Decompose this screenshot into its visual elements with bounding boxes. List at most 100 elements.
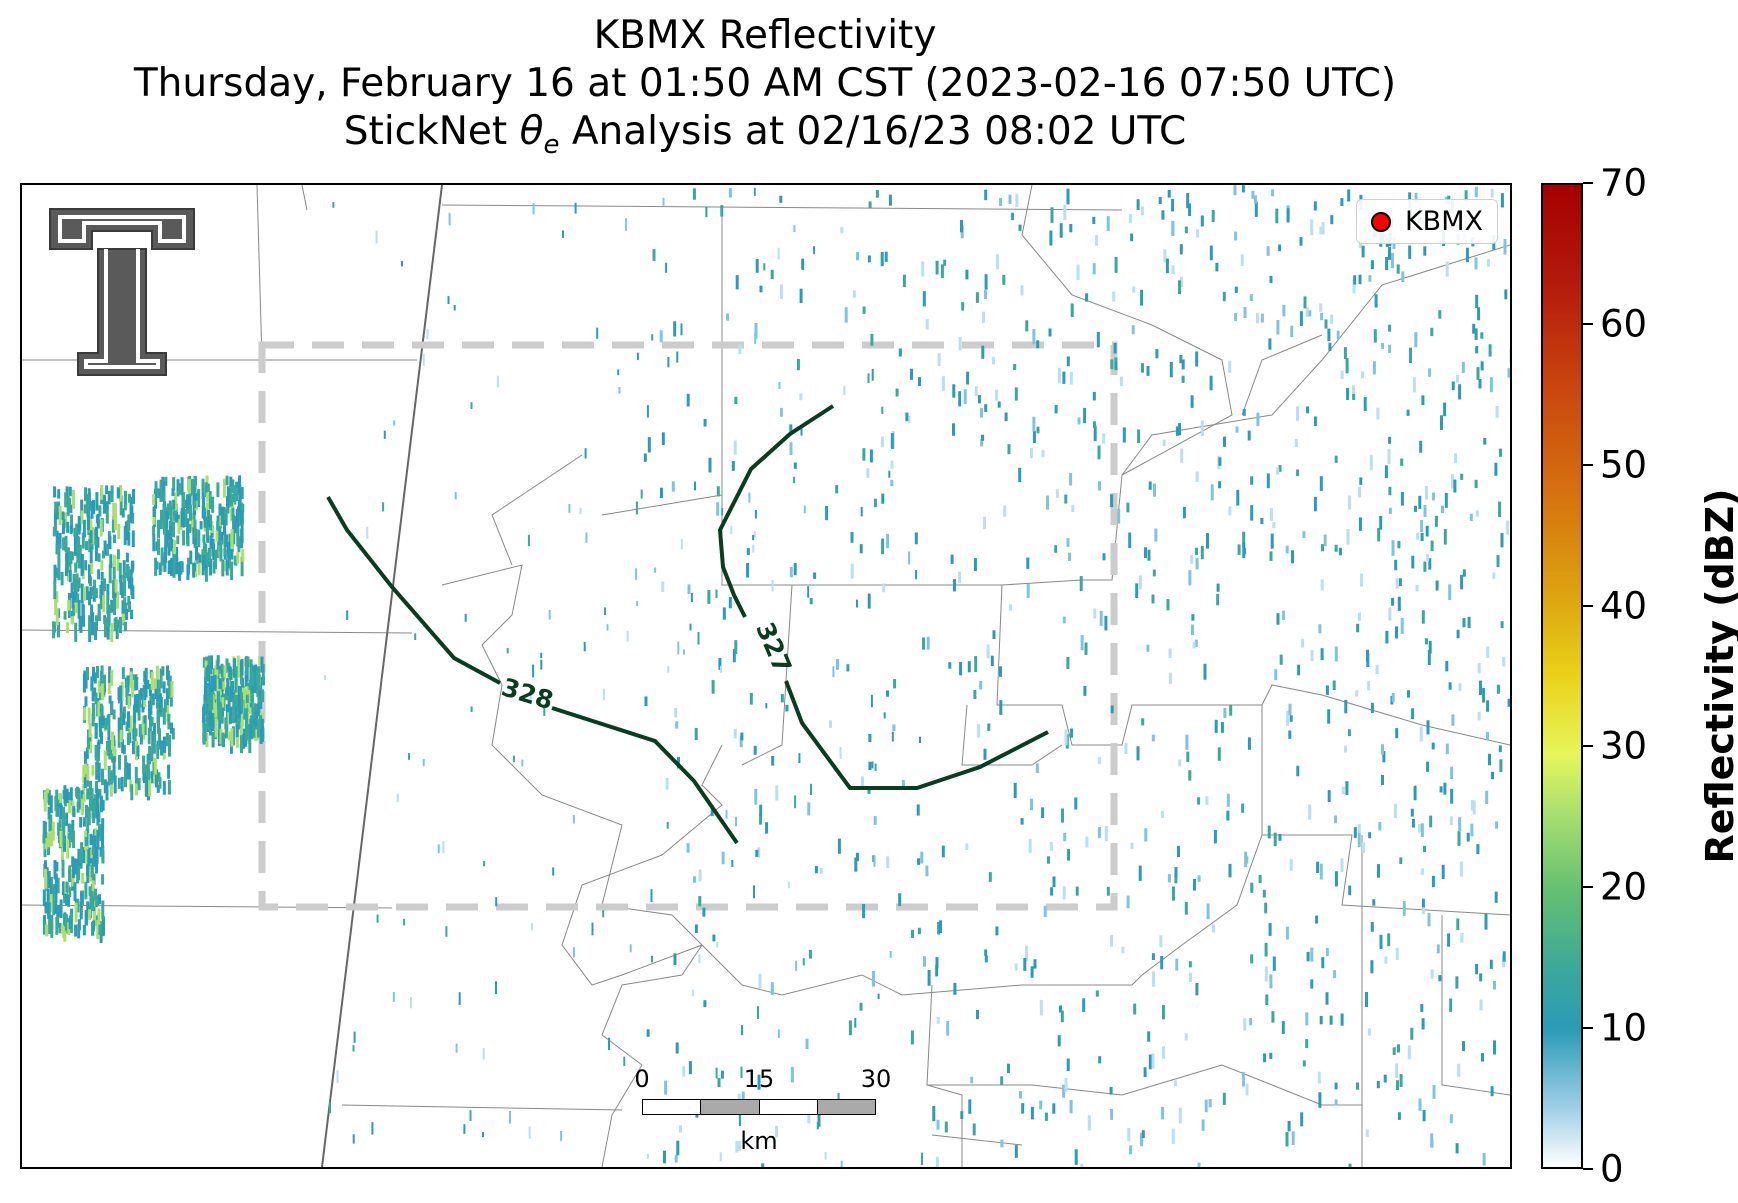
echo-pixel	[722, 607, 726, 620]
echo-pixel	[506, 647, 509, 654]
echo-pixel	[871, 761, 874, 769]
echo-pixel	[1498, 501, 1502, 517]
echo-pixel	[1348, 1163, 1352, 1167]
echo-pixel	[217, 730, 221, 746]
scale-bar: 0 15 30 km	[634, 1065, 891, 1165]
echo-pixel	[54, 905, 58, 914]
echo-pixel	[214, 718, 218, 738]
contour-label-328: 328	[498, 672, 556, 715]
echo-pixel	[1330, 314, 1334, 324]
echo-pixel	[1343, 745, 1347, 753]
echo-pixel	[62, 537, 66, 551]
echo-pixel	[886, 690, 889, 697]
echo-pixel	[671, 481, 675, 492]
echo-pixel	[78, 544, 82, 559]
echo-pixel	[106, 619, 110, 640]
echo-pixel	[676, 351, 679, 363]
echo-pixel	[121, 600, 125, 615]
echo-pixel	[79, 817, 83, 828]
echo-pixel	[156, 744, 160, 759]
echo-pixel	[869, 449, 873, 463]
echo-pixel	[910, 1030, 914, 1045]
echo-pixel	[353, 1031, 356, 1043]
echo-pixel	[646, 405, 649, 418]
echo-pixel	[177, 483, 181, 495]
echo-pixel	[241, 549, 245, 562]
echo-pixel	[90, 563, 94, 574]
echo-pixel	[253, 677, 257, 694]
echo-pixel	[1422, 1110, 1426, 1122]
echo-pixel	[220, 532, 223, 545]
echo-pixel	[1180, 276, 1183, 287]
colorbar	[1541, 183, 1583, 1169]
echo-pixel	[1117, 508, 1121, 524]
radar-map[interactable]: 328 327 KBMX 0 15 30 km	[20, 183, 1512, 1169]
echo-pixel	[53, 580, 57, 600]
echo-pixel	[1291, 550, 1294, 564]
echo-pixel	[1443, 402, 1447, 417]
echo-pixel	[1286, 710, 1290, 726]
echo-pixel	[101, 818, 105, 833]
echo-pixel	[52, 884, 56, 900]
echo-pixel	[676, 1140, 680, 1156]
echo-pixel	[1211, 210, 1215, 223]
echo-pixel	[100, 580, 104, 601]
echo-pixel	[117, 523, 121, 540]
echo-pixel	[1488, 753, 1491, 766]
echo-pixel	[689, 623, 692, 631]
echo-pixel	[158, 562, 162, 576]
echo-pixel	[1391, 597, 1395, 606]
echo-pixel	[738, 1141, 742, 1151]
scale-tick-15: 15	[743, 1065, 775, 1093]
echo-pixel	[1247, 737, 1251, 750]
echo-pixel	[1313, 416, 1317, 427]
echo-pixel	[1188, 770, 1192, 781]
echo-pixel	[674, 1154, 678, 1163]
echo-pixel	[189, 550, 193, 565]
echo-pixel	[1461, 361, 1465, 373]
echo-pixel	[1264, 902, 1268, 914]
echo-pixel	[731, 860, 734, 867]
echo-pixel	[1285, 926, 1289, 940]
echo-pixel	[1030, 1106, 1034, 1120]
echo-pixel	[1154, 528, 1158, 542]
echo-pixel	[156, 693, 159, 709]
echo-pixel	[1036, 426, 1040, 434]
echo-pixel	[1041, 450, 1045, 457]
echo-pixel	[1285, 1132, 1289, 1147]
echo-pixel	[123, 526, 127, 545]
echo-pixel	[1169, 361, 1173, 378]
echo-pixel	[686, 393, 690, 407]
echo-pixel	[528, 1126, 531, 1139]
echo-pixel	[673, 321, 677, 337]
map-canvas: 328 327	[22, 185, 1510, 1167]
echo-pixel	[1077, 417, 1081, 425]
echo-pixel	[65, 622, 69, 634]
echo-pixel	[233, 485, 237, 505]
echo-pixel	[691, 989, 694, 997]
echo-pixel	[789, 442, 793, 455]
echo-pixel	[55, 511, 59, 520]
echo-pixel	[1291, 1131, 1295, 1145]
echo-pixel	[1203, 663, 1207, 680]
echo-pixel	[65, 812, 69, 826]
echo-pixel	[1493, 981, 1496, 990]
echo-pixel	[1098, 481, 1101, 491]
echo-pixel	[448, 212, 451, 226]
echo-pixel	[1140, 289, 1144, 306]
echo-pixel	[1250, 954, 1254, 964]
echo-pixel	[146, 759, 150, 780]
echo-pixel	[692, 188, 696, 200]
echo-pixel	[808, 949, 812, 959]
echo-pixel	[414, 633, 417, 640]
echo-pixel	[1358, 487, 1361, 498]
echo-pixel	[214, 549, 217, 570]
echo-pixel	[53, 564, 57, 582]
echo-pixel	[132, 489, 135, 504]
echo-pixel	[154, 481, 158, 490]
echo-pixel	[974, 656, 978, 673]
echo-pixel	[693, 876, 696, 883]
echo-pixel	[1269, 1052, 1273, 1060]
echo-pixel	[873, 855, 876, 867]
echo-pixel	[103, 540, 107, 556]
